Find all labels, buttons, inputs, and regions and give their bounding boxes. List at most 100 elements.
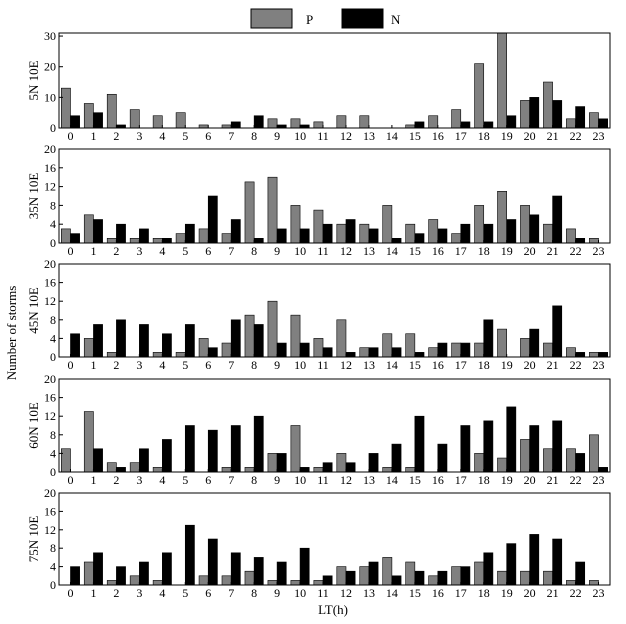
y-tick-label: 0 (50, 121, 56, 135)
x-tick-label: 12 (340, 244, 352, 258)
panel-label: 60N 10E (26, 402, 41, 449)
bar-P-22 (566, 448, 576, 473)
bar-P-9 (267, 580, 278, 586)
bar-P-11 (313, 580, 324, 586)
x-tick-label: 21 (547, 586, 559, 600)
x-tick-label: 2 (113, 586, 119, 600)
x-tick-label: 5 (182, 358, 188, 372)
bar-P-16 (428, 575, 439, 586)
bar-N-5 (184, 324, 195, 358)
x-tick-label: 13 (363, 358, 375, 372)
bar-N-3 (139, 448, 149, 473)
bar-N-16 (437, 570, 448, 586)
x-tick-label: 21 (547, 358, 559, 372)
bar-P-19 (497, 32, 507, 129)
bar-N-3 (139, 228, 149, 244)
bar-P-1 (83, 561, 94, 586)
bar-P-13 (359, 347, 370, 358)
panel-frame (58, 378, 611, 473)
bar-P-4 (152, 115, 163, 129)
bar-P-18 (474, 453, 485, 473)
bar-P-16 (428, 347, 439, 358)
bar-P-21 (543, 570, 553, 586)
bar-P-2 (106, 93, 117, 129)
x-tick-label: 7 (228, 358, 234, 372)
bar-N-16 (437, 443, 448, 473)
bar-P-8 (244, 467, 255, 473)
bar-P-12 (336, 115, 347, 129)
x-tick-label: 23 (593, 358, 605, 372)
bar-N-14 (391, 443, 402, 473)
bar-N-15 (414, 415, 425, 473)
bar-P-18 (474, 561, 485, 586)
y-tick-label: 0 (50, 465, 56, 479)
x-tick-label: 2 (113, 358, 119, 372)
x-tick-label: 13 (363, 473, 375, 487)
x-tick-label: 16 (432, 358, 444, 372)
y-tick-label: 10 (44, 90, 56, 104)
bar-N-11 (322, 223, 333, 244)
bar-P-14 (382, 557, 393, 586)
x-tick-label: 19 (501, 358, 513, 372)
y-tick-label: 16 (44, 161, 56, 175)
bar-N-1 (93, 112, 103, 129)
bar-N-20 (529, 97, 540, 129)
bar-N-17 (460, 223, 471, 244)
x-tick-label: 1 (90, 244, 96, 258)
bar-N-13 (368, 561, 379, 586)
bar-N-20 (529, 328, 540, 358)
bar-P-14 (382, 467, 393, 473)
bar-P-15 (405, 333, 416, 358)
bar-P-23 (589, 352, 599, 358)
x-tick-label: 23 (593, 244, 605, 258)
y-tick-label: 0 (50, 350, 56, 364)
bar-N-6 (207, 429, 218, 473)
bar-P-18 (474, 63, 485, 129)
bar-P-2 (106, 238, 117, 244)
bar-P-7 (221, 467, 232, 473)
bar-N-8 (253, 324, 264, 358)
x-tick-label: 10 (294, 244, 306, 258)
panel-label: 5N 10E (26, 60, 41, 100)
bar-N-16 (437, 228, 448, 244)
x-tick-label: 12 (340, 586, 352, 600)
bar-P-12 (336, 319, 347, 358)
bar-N-17 (460, 342, 471, 358)
bar-N-12 (345, 462, 356, 473)
bar-P-17 (451, 233, 462, 244)
panel-label: 45N 10E (26, 287, 41, 334)
bar-N-0 (70, 566, 80, 586)
bar-N-20 (529, 425, 540, 473)
x-tick-label: 6 (205, 244, 211, 258)
y-tick-label: 8 (50, 198, 56, 212)
panel-label: 75N 10E (26, 516, 41, 563)
bar-N-8 (253, 557, 264, 586)
bar-P-16 (428, 219, 439, 244)
bar-N-14 (391, 238, 402, 244)
x-tick-label: 18 (478, 244, 490, 258)
bar-N-0 (70, 115, 80, 129)
bar-N-22 (575, 561, 586, 586)
x-tick-label: 15 (409, 358, 421, 372)
bar-P-18 (474, 205, 485, 244)
bar-P-22 (566, 580, 576, 586)
x-tick-label: 19 (501, 129, 513, 143)
bar-N-8 (253, 115, 264, 129)
bar-N-4 (162, 333, 172, 358)
x-tick-label: 5 (182, 586, 188, 600)
bar-N-1 (93, 219, 103, 244)
bar-N-18 (483, 552, 494, 586)
bar-P-14 (382, 333, 393, 358)
x-tick-label: 9 (274, 244, 280, 258)
x-tick-label: 18 (478, 473, 490, 487)
bar-N-3 (139, 324, 149, 358)
x-tick-label: 17 (455, 586, 467, 600)
x-tick-label: 13 (363, 586, 375, 600)
x-tick-label: 4 (159, 473, 165, 487)
y-tick-label: 0 (50, 236, 56, 250)
y-tick-label: 12 (44, 180, 56, 194)
bar-N-13 (368, 347, 379, 358)
